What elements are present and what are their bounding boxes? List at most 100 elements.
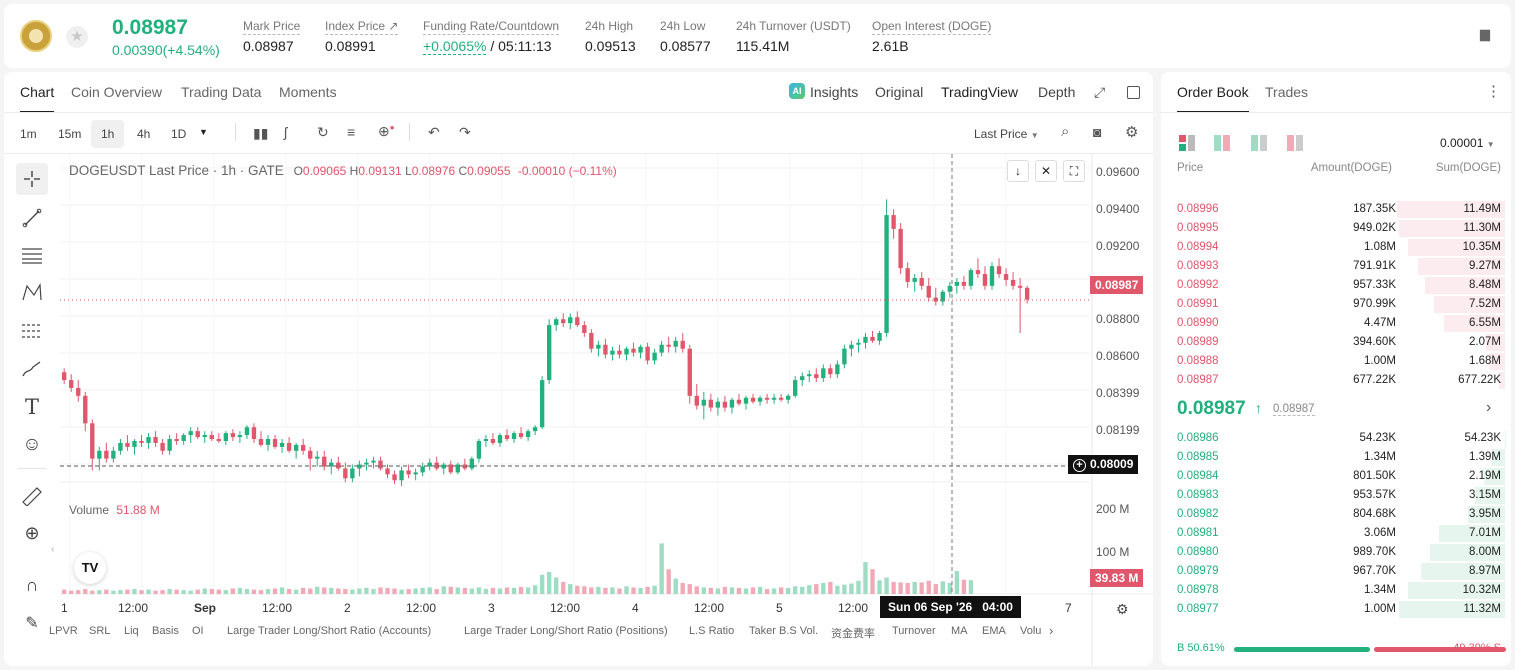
tab-coin-overview[interactable]: Coin Overview	[71, 84, 163, 100]
ruler-tool-icon[interactable]	[16, 480, 48, 512]
indicator-liq[interactable]: Liq	[124, 625, 139, 637]
ask-row[interactable]: 0.08994 1.08M 10.35M	[1161, 238, 1511, 257]
interval-1h[interactable]: 1h	[91, 120, 125, 148]
indicator-ls-accounts[interactable]: Large Trader Long/Short Ratio (Accounts)	[227, 625, 432, 637]
ask-row[interactable]: 0.08990 4.47M 6.55M	[1161, 314, 1511, 333]
settings-gear-icon[interactable]: ⚙	[1125, 124, 1139, 141]
ask-row[interactable]: 0.08987 677.22K 677.22K	[1161, 371, 1511, 390]
indicator-lpvr[interactable]: LPVR	[49, 625, 78, 637]
crosshair-tool-icon[interactable]	[16, 163, 48, 195]
interval-1m[interactable]: 1m	[20, 127, 37, 141]
scroll-right-icon[interactable]: ›	[1049, 623, 1054, 638]
indicator-ls-positions[interactable]: Large Trader Long/Short Ratio (Positions…	[464, 625, 668, 637]
fib-tool-icon[interactable]	[16, 239, 48, 271]
templates-icon[interactable]: ≡	[347, 124, 356, 140]
bid-row[interactable]: 0.08979 967.70K 8.97M	[1161, 562, 1511, 581]
indicator-volume[interactable]: Volu	[1020, 625, 1042, 637]
ask-row[interactable]: 0.08993 791.91K 9.27M	[1161, 257, 1511, 276]
indicator-taker-vol[interactable]: Taker B.S Vol.	[749, 625, 819, 637]
bid-row[interactable]: 0.08980 989.70K 8.00M	[1161, 543, 1511, 562]
bid-row[interactable]: 0.08983 953.57K 3.15M	[1161, 486, 1511, 505]
pencil-lock-icon[interactable]: ✎	[25, 615, 39, 632]
bid-row[interactable]: 0.08977 1.00M 11.32M	[1161, 600, 1511, 619]
insights-button[interactable]: Insights	[810, 84, 859, 100]
redo-icon[interactable]: ↷	[459, 124, 471, 140]
indicator-srl[interactable]: SRL	[89, 625, 111, 637]
indicator-basis[interactable]: Basis	[152, 625, 179, 637]
view-tradingview[interactable]: TradingView	[941, 84, 1019, 100]
funding-rate-label[interactable]: Funding Rate/Countdown	[423, 19, 560, 35]
tab-chart[interactable]: Chart	[20, 84, 55, 113]
indicator-ls-ratio[interactable]: L.S Ratio	[689, 625, 735, 637]
view-depth[interactable]: Depth	[1038, 84, 1076, 100]
mid-mark-price[interactable]: 0.08987	[1273, 403, 1315, 416]
precision-select[interactable]: 0.00001 ▼	[1440, 136, 1495, 150]
ask-row[interactable]: 0.08988 1.00M 1.68M	[1161, 352, 1511, 371]
open-interest-label[interactable]: Open Interest (DOGE)	[872, 19, 992, 35]
book-icon[interactable]: ▆	[1480, 26, 1490, 41]
layout-split-icon[interactable]	[1214, 135, 1230, 151]
indicator-turnover[interactable]: Turnover	[892, 625, 936, 637]
tab-order-book[interactable]: Order Book	[1177, 84, 1249, 113]
layout-asks-icon[interactable]	[1287, 135, 1303, 151]
emoji-tool-icon[interactable]: ☺	[22, 434, 42, 455]
trend-line-tool-icon[interactable]	[16, 202, 48, 234]
tab-moments[interactable]: Moments	[279, 84, 337, 100]
chevron-right-icon[interactable]: ›	[1486, 399, 1492, 416]
candlestick-chart[interactable]	[60, 154, 1153, 666]
chart-settings-icon[interactable]: ⚙	[1116, 601, 1129, 617]
bid-row[interactable]: 0.08984 801.50K 2.19M	[1161, 467, 1511, 486]
scroll-down-icon[interactable]: ↓	[1007, 160, 1029, 182]
interval-15m[interactable]: 15m	[58, 127, 82, 141]
indicator-funding-rate[interactable]: 资金费率	[831, 627, 875, 640]
candlestick-type-icon[interactable]: ▮▮	[253, 125, 269, 141]
brush-tool-icon[interactable]	[16, 353, 48, 385]
favorite-star-icon[interactable]: ★	[66, 26, 88, 48]
tradingview-logo[interactable]: TV	[74, 552, 106, 584]
last-price-select[interactable]: Last Price ▼	[974, 127, 1039, 141]
ask-row[interactable]: 0.08989 394.60K 2.07M	[1161, 333, 1511, 352]
bid-row[interactable]: 0.08978 1.34M 10.32M	[1161, 581, 1511, 600]
tab-trading-data[interactable]: Trading Data	[181, 84, 262, 100]
indicator-oi[interactable]: OI	[192, 625, 204, 637]
order-book-panel: Order Book Trades ⋮ 0.00001 ▼ Price Amou…	[1161, 72, 1511, 666]
view-original[interactable]: Original	[875, 84, 924, 100]
more-options-icon[interactable]: ⋮	[1486, 83, 1501, 100]
index-price-label[interactable]: Index Price ↗	[325, 19, 399, 35]
ask-row[interactable]: 0.08996 187.35K 11.49M	[1161, 200, 1511, 219]
indicators-icon[interactable]: ʃ	[284, 124, 288, 140]
interval-dropdown-icon[interactable]: ▼	[199, 127, 208, 137]
bid-row[interactable]: 0.08985 1.34M 1.39M	[1161, 448, 1511, 467]
indicator-ma[interactable]: MA	[951, 625, 968, 637]
collapse-arrow-icon[interactable]: ‹	[51, 544, 55, 555]
collapse-icon[interactable]: ✕	[1035, 160, 1057, 182]
fullscreen-icon[interactable]: ⛶	[1063, 160, 1085, 182]
window-icon[interactable]	[1127, 86, 1140, 99]
bid-row[interactable]: 0.08982 804.68K 3.95M	[1161, 505, 1511, 524]
pattern-tool-icon[interactable]	[16, 277, 48, 309]
layout-both-icon[interactable]	[1179, 135, 1195, 151]
add-alert-icon[interactable]: ⊕●	[378, 123, 395, 139]
search-icon[interactable]: ⌕	[1061, 123, 1070, 140]
ask-row[interactable]: 0.08995 949.02K 11.30M	[1161, 219, 1511, 238]
bid-row[interactable]: 0.08981 3.06M 7.01M	[1161, 524, 1511, 543]
text-tool-icon[interactable]: T	[24, 395, 39, 419]
candle-body	[631, 348, 636, 353]
mark-price-label[interactable]: Mark Price	[243, 19, 301, 35]
add-alert-plus-icon[interactable]: +	[1073, 459, 1086, 472]
magnet-icon[interactable]: ∩	[25, 574, 39, 595]
ask-row[interactable]: 0.08991 970.99K 7.52M	[1161, 295, 1511, 314]
ask-row[interactable]: 0.08992 957.33K 8.48M	[1161, 276, 1511, 295]
zoom-in-icon[interactable]: ⊕	[24, 522, 40, 543]
indicator-ema[interactable]: EMA	[982, 625, 1006, 637]
interval-1d[interactable]: 1D	[171, 127, 187, 141]
expand-icon[interactable]: ⤢	[1094, 84, 1106, 100]
layout-bids-icon[interactable]	[1251, 135, 1267, 151]
camera-icon[interactable]: ◙	[1093, 124, 1102, 140]
undo-icon[interactable]: ↶	[428, 124, 440, 140]
prediction-tool-icon[interactable]	[16, 315, 48, 347]
bid-row[interactable]: 0.08986 54.23K 54.23K	[1161, 429, 1511, 448]
replay-icon[interactable]: ↻	[317, 124, 329, 140]
tab-trades[interactable]: Trades	[1265, 84, 1309, 100]
interval-4h[interactable]: 4h	[137, 127, 151, 141]
